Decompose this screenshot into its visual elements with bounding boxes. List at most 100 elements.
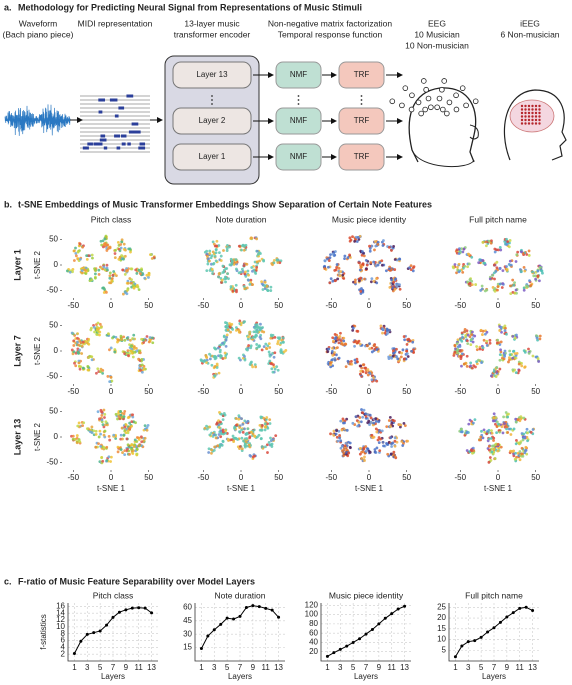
embedding-point xyxy=(208,357,212,361)
trf-label: TRF xyxy=(354,116,370,125)
embedding-point xyxy=(482,338,486,342)
embedding-point xyxy=(493,277,496,281)
embedding-point xyxy=(281,340,285,344)
embedding-point xyxy=(138,444,141,448)
embedding-point xyxy=(395,347,398,351)
embedding-point xyxy=(478,347,482,351)
embedding-point xyxy=(340,342,343,346)
embedding-point xyxy=(339,331,342,335)
x-tick-label: 0 xyxy=(239,387,244,396)
embedding-point xyxy=(120,426,124,430)
embedding-point xyxy=(268,346,272,349)
embedding-point xyxy=(386,452,390,456)
embedding-point xyxy=(515,438,518,442)
embedding-point xyxy=(114,437,118,440)
embedding-point xyxy=(110,379,114,383)
panel-label: a. xyxy=(4,2,12,12)
embedding-point xyxy=(237,330,241,334)
embedding-point xyxy=(503,329,507,333)
embedding-point xyxy=(500,425,504,429)
embedding-point xyxy=(364,415,368,418)
embedding-point xyxy=(145,273,149,277)
embedding-point xyxy=(490,450,494,454)
embedding-point xyxy=(251,269,254,273)
electrode xyxy=(463,102,469,109)
embedding-point xyxy=(94,272,97,276)
embedding-point xyxy=(453,350,457,354)
label: Non-negative matrix factorization xyxy=(268,18,393,28)
x-tick-label: 9 xyxy=(124,663,129,672)
embedding-point xyxy=(81,366,85,370)
embedding-point xyxy=(519,417,523,421)
electrode xyxy=(418,110,424,117)
embedding-point xyxy=(267,350,271,354)
embedding-point xyxy=(213,254,217,258)
x-tick-label: -50 xyxy=(68,301,80,310)
embedding-point xyxy=(224,429,228,433)
embedding-point xyxy=(327,259,331,262)
y-tick-label: 14 xyxy=(56,608,65,617)
embedding-point xyxy=(222,249,225,252)
embedding-point xyxy=(255,343,259,346)
embedding-point xyxy=(76,332,79,336)
embedding-point xyxy=(72,259,76,262)
embedding-point xyxy=(361,290,365,294)
embedding-point xyxy=(327,347,331,351)
embedding-point xyxy=(107,434,111,438)
embedding-point xyxy=(372,376,375,379)
embedding-point xyxy=(522,416,526,420)
embedding-point xyxy=(491,273,495,277)
embedding-point xyxy=(107,455,111,459)
embedding-point xyxy=(508,358,511,362)
embedding-point xyxy=(508,349,512,353)
embedding-point xyxy=(114,248,117,252)
ieeg-contact xyxy=(524,118,527,122)
embedding-point xyxy=(251,336,255,339)
embedding-point xyxy=(335,263,339,266)
embedding-point xyxy=(368,244,371,248)
embedding-point xyxy=(461,335,464,339)
embedding-point xyxy=(126,447,129,451)
embedding-point xyxy=(477,261,481,265)
embedding-point xyxy=(366,447,370,451)
embedding-point xyxy=(513,281,516,285)
x-tick-label: -50 xyxy=(326,387,338,396)
embedding-point xyxy=(123,273,127,276)
embedding-point xyxy=(103,268,107,272)
embedding-point xyxy=(122,292,125,296)
embedding-point xyxy=(217,272,221,276)
embedding-point xyxy=(460,430,464,434)
embedding-point xyxy=(457,270,461,274)
embedding-point xyxy=(142,341,146,344)
note xyxy=(109,98,115,102)
data-point xyxy=(130,606,134,610)
embedding-point xyxy=(219,435,223,439)
embedding-point xyxy=(249,344,253,348)
data-point xyxy=(498,620,502,624)
data-point xyxy=(351,640,355,644)
axis xyxy=(448,603,539,662)
embedding-point xyxy=(229,330,232,334)
embedding-point xyxy=(222,335,226,339)
ieeg-contact xyxy=(527,104,531,108)
embedding-point xyxy=(119,334,123,338)
embedding-point xyxy=(526,439,529,443)
embedding-point xyxy=(471,330,474,334)
embedding-point xyxy=(101,239,105,243)
embedding-point xyxy=(212,433,216,437)
x-tick-label: 11 xyxy=(135,663,144,672)
embedding-point xyxy=(210,268,214,271)
x-tick-label: 50 xyxy=(144,387,153,396)
embedding-point xyxy=(509,263,513,267)
ieeg-contact xyxy=(520,108,524,111)
embedding-point xyxy=(328,256,332,260)
embedding-point xyxy=(329,277,333,281)
ieeg-contact xyxy=(527,108,531,111)
embedding-point xyxy=(410,349,413,353)
embedding-point xyxy=(90,253,94,257)
embedding-point xyxy=(116,240,120,244)
embedding-point xyxy=(76,350,80,354)
embedding-point xyxy=(473,418,477,422)
x-tick-label: -50 xyxy=(455,301,467,310)
embedding-point xyxy=(95,325,99,329)
